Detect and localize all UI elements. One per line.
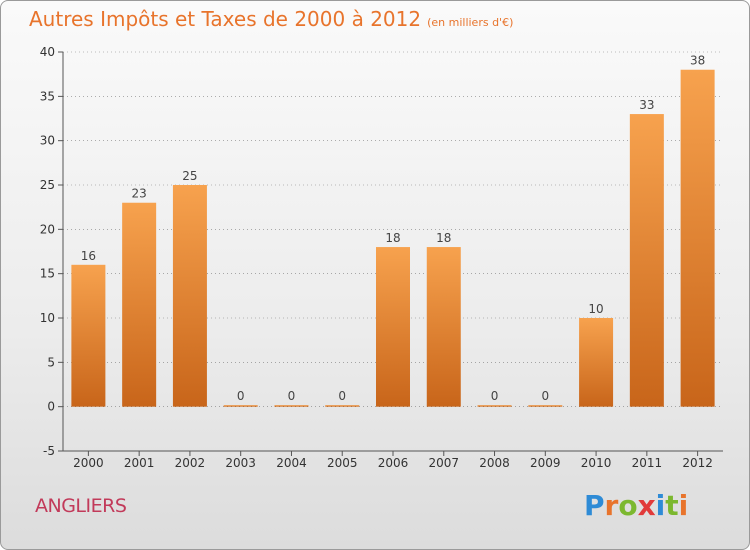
bar	[426, 247, 461, 407]
data-label: 33	[639, 98, 654, 112]
bar	[376, 247, 410, 407]
x-tick-label: 2008	[479, 456, 510, 470]
x-tick-label: 2012	[682, 456, 713, 470]
data-label: 18	[436, 231, 451, 245]
chart-title: Autres Impôts et Taxes de 2000 à 2012 (en…	[29, 7, 513, 31]
data-label: 16	[81, 249, 96, 263]
logo-letter: i	[655, 489, 666, 522]
logo-letter: o	[618, 489, 638, 522]
bar	[528, 405, 563, 407]
bar	[172, 185, 207, 407]
bar	[629, 114, 664, 407]
x-tick-label: 2010	[581, 456, 612, 470]
logo-letter: x	[637, 489, 656, 522]
y-tick-label: 15	[40, 267, 55, 281]
logo-letter: P	[584, 489, 605, 522]
x-tick-label: 2007	[428, 456, 459, 470]
x-tick-label: 2001	[124, 456, 155, 470]
y-tick-label: 30	[40, 134, 55, 148]
data-label: 0	[288, 389, 296, 403]
bar	[477, 405, 512, 407]
data-label: 25	[182, 169, 197, 183]
bar	[71, 264, 106, 407]
data-label: 0	[491, 389, 499, 403]
logo-letter: r	[604, 489, 619, 522]
logo-letter: i	[678, 489, 689, 522]
bar	[325, 405, 360, 407]
x-tick-label: 2004	[276, 456, 307, 470]
bar	[122, 202, 157, 407]
chart-title-text: Autres Impôts et Taxes de 2000 à 2012	[29, 7, 422, 31]
data-label: 23	[132, 187, 147, 201]
data-label: 10	[588, 302, 603, 316]
x-tick-label: 2003	[225, 456, 256, 470]
y-tick-label: 35	[40, 89, 55, 103]
data-label: 0	[541, 389, 549, 403]
y-tick-label: 0	[47, 400, 55, 414]
y-tick-label: 25	[40, 178, 55, 192]
x-tick-label: 2005	[327, 456, 358, 470]
x-tick-label: 2006	[378, 456, 409, 470]
x-tick-label: 2011	[632, 456, 663, 470]
proxiti-logo: Proxiti	[584, 489, 688, 522]
commune-name: ANGLIERS	[35, 495, 127, 517]
data-label: 0	[338, 389, 346, 403]
logo-letter: t	[665, 489, 679, 522]
data-label: 18	[385, 231, 400, 245]
y-tick-label: 10	[40, 311, 55, 325]
chart-unit: (en milliers d'€)	[427, 16, 514, 29]
bar	[223, 405, 258, 407]
y-tick-label: 40	[40, 45, 55, 59]
x-tick-label: 2009	[530, 456, 561, 470]
x-tick-label: 2002	[175, 456, 206, 470]
y-tick-label: -5	[43, 444, 55, 458]
bar	[680, 69, 715, 407]
data-label: 38	[690, 54, 705, 68]
bar	[274, 405, 309, 407]
y-tick-label: 20	[40, 222, 55, 236]
bar	[579, 318, 614, 407]
y-tick-label: 5	[47, 355, 55, 369]
data-label: 0	[237, 389, 245, 403]
x-tick-label: 2000	[73, 456, 104, 470]
